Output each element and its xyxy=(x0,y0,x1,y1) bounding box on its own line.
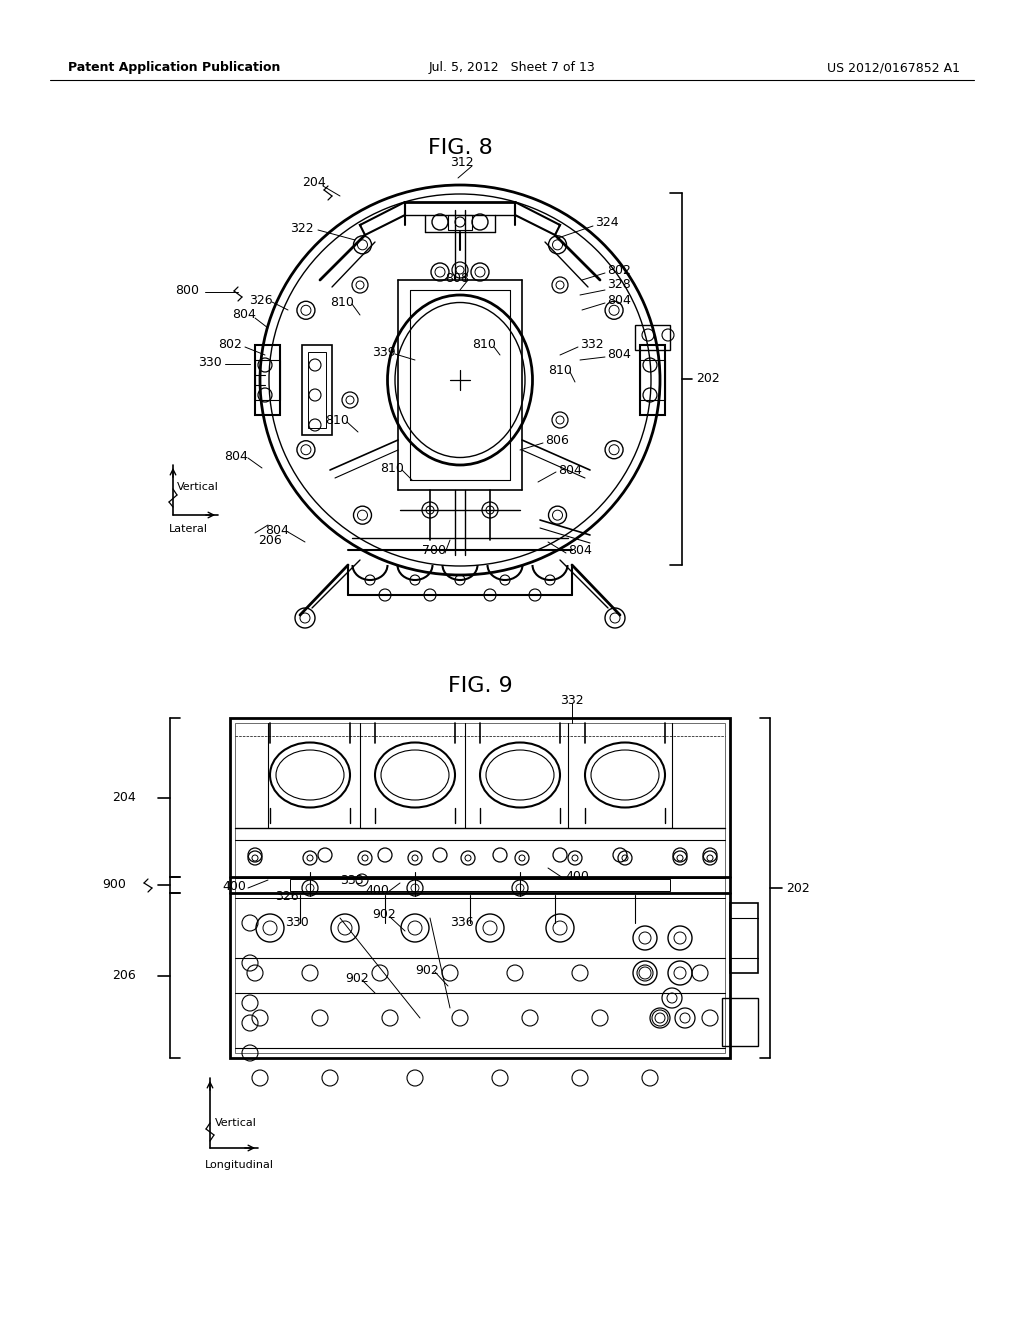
Text: 800: 800 xyxy=(175,284,199,297)
Text: 902: 902 xyxy=(345,972,369,985)
Text: 806: 806 xyxy=(545,433,569,446)
Text: 330: 330 xyxy=(198,355,222,368)
Text: 332: 332 xyxy=(560,693,584,706)
Text: 328: 328 xyxy=(607,279,631,292)
Text: 900: 900 xyxy=(102,879,126,891)
Text: FIG. 8: FIG. 8 xyxy=(428,139,493,158)
Bar xyxy=(290,879,670,891)
Text: 326: 326 xyxy=(275,890,299,903)
Text: 810: 810 xyxy=(330,296,354,309)
Bar xyxy=(449,215,472,230)
Text: 202: 202 xyxy=(696,372,720,385)
Text: 804: 804 xyxy=(224,450,248,462)
Text: 322: 322 xyxy=(290,222,313,235)
Text: 326: 326 xyxy=(249,293,272,306)
Text: 810: 810 xyxy=(472,338,496,351)
Bar xyxy=(640,345,665,414)
Text: 204: 204 xyxy=(302,177,326,190)
Text: 332: 332 xyxy=(580,338,603,351)
Text: 700: 700 xyxy=(422,544,446,557)
Bar xyxy=(255,345,280,414)
Bar xyxy=(730,903,758,973)
Text: 330: 330 xyxy=(285,916,309,929)
Text: FIG. 9: FIG. 9 xyxy=(447,676,512,696)
Text: 804: 804 xyxy=(607,293,631,306)
Text: 202: 202 xyxy=(786,882,810,895)
Text: 339: 339 xyxy=(372,346,395,359)
Text: Longitudinal: Longitudinal xyxy=(205,1160,274,1170)
Bar xyxy=(635,325,670,350)
Text: Lateral: Lateral xyxy=(169,524,208,535)
Text: 902: 902 xyxy=(372,908,395,921)
Text: 802: 802 xyxy=(607,264,631,276)
Text: 336: 336 xyxy=(450,916,474,929)
Text: 206: 206 xyxy=(258,533,282,546)
Text: 810: 810 xyxy=(548,363,571,376)
Text: 810: 810 xyxy=(380,462,403,474)
Text: 206: 206 xyxy=(112,969,136,982)
Text: 810: 810 xyxy=(325,413,349,426)
Text: 804: 804 xyxy=(558,463,582,477)
Text: 400: 400 xyxy=(222,879,246,892)
Text: 804: 804 xyxy=(607,348,631,362)
Text: Jul. 5, 2012   Sheet 7 of 13: Jul. 5, 2012 Sheet 7 of 13 xyxy=(429,62,595,74)
Text: 400: 400 xyxy=(365,883,389,896)
Text: 804: 804 xyxy=(568,544,592,557)
Text: 804: 804 xyxy=(232,309,256,322)
Text: 333: 333 xyxy=(340,874,364,887)
Text: 802: 802 xyxy=(218,338,242,351)
Bar xyxy=(234,723,725,1053)
Text: 204: 204 xyxy=(112,791,136,804)
Bar xyxy=(302,345,332,436)
Bar xyxy=(230,718,730,1059)
Text: Vertical: Vertical xyxy=(215,1118,257,1129)
Text: 312: 312 xyxy=(450,157,474,169)
Text: Vertical: Vertical xyxy=(177,482,219,492)
Text: Patent Application Publication: Patent Application Publication xyxy=(68,62,281,74)
Bar xyxy=(640,360,665,400)
Bar xyxy=(308,352,326,428)
Text: 808: 808 xyxy=(445,272,469,285)
Text: US 2012/0167852 A1: US 2012/0167852 A1 xyxy=(827,62,961,74)
Text: 324: 324 xyxy=(595,215,618,228)
Text: 804: 804 xyxy=(265,524,289,536)
Bar xyxy=(722,998,758,1045)
Bar xyxy=(255,360,280,400)
Text: 400: 400 xyxy=(565,870,589,883)
Text: 902: 902 xyxy=(415,964,438,977)
